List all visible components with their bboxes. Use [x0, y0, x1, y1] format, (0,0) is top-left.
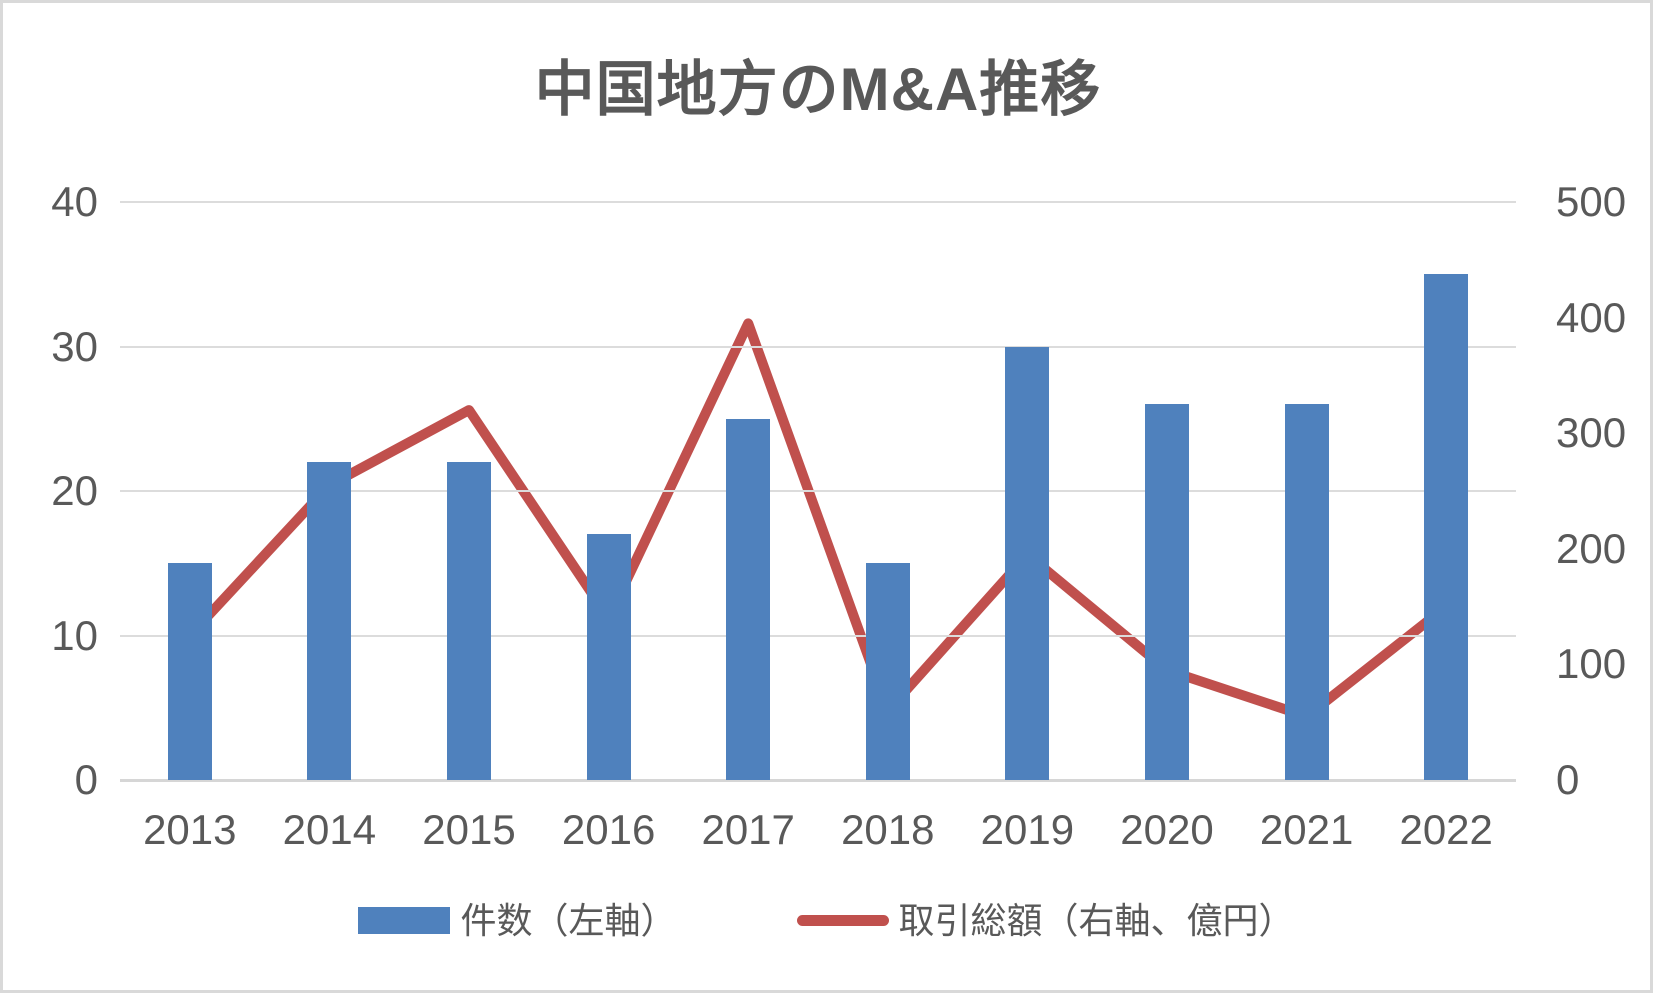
bar-series-label: 件数（左軸） [460, 900, 677, 941]
line-series-path [184, 318, 1452, 722]
bar-2015 [447, 462, 491, 780]
left-axis-tick-30: 30 [51, 322, 98, 370]
gridline-30 [120, 345, 1516, 348]
x-axis-label-2015: 2015 [422, 806, 516, 853]
bar-2013 [167, 563, 212, 780]
x-axis-label-2020: 2020 [1120, 806, 1214, 853]
gridline-20 [120, 490, 1516, 492]
x-axis-label-2014: 2014 [282, 806, 377, 853]
right-axis-tick-500: 500 [1556, 178, 1627, 225]
x-axis-label-2022: 2022 [1399, 806, 1493, 853]
chart-title: 中国地方のM&A推移 [534, 56, 1102, 123]
line-series-swatch [796, 915, 889, 927]
legend-item-bar-series: 件数（左軸） [358, 899, 677, 942]
left-axis-tick-10: 10 [51, 611, 98, 659]
x-axis-label-2017: 2017 [701, 806, 795, 853]
right-axis-tick-200: 200 [1556, 524, 1627, 572]
x-axis-label-2013: 2013 [143, 806, 237, 853]
bar-2022 [1424, 274, 1469, 780]
bar-2014 [307, 462, 352, 780]
line-series-layer [184, 318, 1452, 722]
right-axis-tick-0: 0 [1556, 756, 1580, 803]
left-axis-tick-20: 20 [51, 467, 98, 514]
right-axis-tick-300: 300 [1556, 409, 1627, 457]
right-axis-tick-400: 400 [1556, 293, 1627, 341]
bar-2017 [726, 418, 771, 780]
x-axis-label-2016: 2016 [561, 806, 656, 853]
bar-series-swatch [358, 907, 451, 935]
bar-2021 [1284, 404, 1329, 780]
line-series-label: 取引総額（右軸、億円） [898, 900, 1295, 941]
bar-2019 [1005, 346, 1050, 780]
x-axis-label-2018: 2018 [841, 806, 935, 853]
gridline-40 [120, 201, 1516, 203]
plot-area [120, 201, 1516, 782]
right-axis-tick-100: 100 [1556, 640, 1627, 688]
left-axis-tick-0: 0 [74, 756, 98, 803]
x-axis-label-2019: 2019 [980, 806, 1075, 853]
bar-2016 [586, 534, 631, 780]
bar-2018 [865, 563, 910, 780]
x-axis-label-2021: 2021 [1259, 806, 1354, 853]
left-axis-tick-40: 40 [51, 178, 98, 225]
legend: 件数（左軸） 取引総額（右軸、億円） [3, 899, 1650, 942]
gridline-10 [120, 634, 1516, 637]
legend-item-line-series: 取引総額（右軸、億円） [796, 899, 1295, 942]
bar-2020 [1145, 404, 1189, 780]
gridline-0 [120, 779, 1516, 782]
